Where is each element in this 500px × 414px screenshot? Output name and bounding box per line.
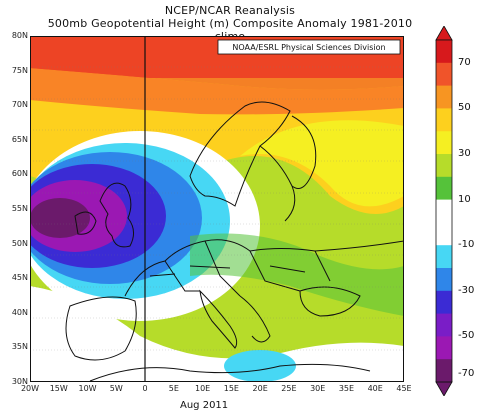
latitude-label: 45N	[11, 273, 28, 283]
longitude-label: 35E	[338, 384, 355, 393]
colorbar-label: -50	[458, 330, 475, 342]
map-frame	[30, 36, 404, 382]
longitude-label: 5E	[168, 384, 179, 393]
anomaly-negative-core	[30, 198, 90, 238]
anomaly-white-east	[240, 120, 404, 207]
colorbar-segment	[436, 336, 452, 360]
anomaly-green-east	[190, 233, 404, 316]
colorbar	[435, 26, 453, 396]
latitude-label: 40N	[11, 307, 28, 317]
colorbar-segment	[436, 199, 452, 223]
colorbar-label: -30	[458, 284, 475, 296]
colorbar-top-arrow	[435, 26, 453, 41]
colorbar-segment	[436, 131, 452, 155]
colorbar-label: -70	[458, 368, 475, 379]
latitude-label: 35N	[11, 342, 28, 352]
longitude-label: 40E	[367, 384, 383, 393]
anomaly-negative-africa	[224, 350, 296, 382]
colorbar-segment	[436, 154, 452, 178]
latitude-label: 80N	[11, 31, 28, 40]
map-title-line-1: NCEP/NCAR Reanalysis	[164, 4, 296, 17]
colorbar-segment	[436, 222, 452, 246]
colorbar-bottom-arrow	[435, 381, 453, 396]
latitude-label: 75N	[11, 65, 28, 75]
colorbar-label: -10	[458, 239, 475, 251]
longitude-label: 15E	[223, 384, 239, 393]
colorbar-segment	[436, 85, 452, 109]
colorbar-label: 50	[458, 102, 471, 114]
latitude-label: 60N	[11, 169, 28, 179]
longitude-label: 10E	[194, 384, 211, 393]
colorbar-frame	[435, 39, 453, 383]
longitude-label: 15W	[49, 384, 68, 393]
colorbar-segment	[436, 290, 452, 315]
colorbar-label: 70	[458, 56, 471, 68]
longitude-label: 25E	[281, 384, 297, 393]
colorbar-segment	[436, 108, 452, 132]
colorbar-segment	[436, 268, 452, 292]
longitude-label: 0	[142, 384, 148, 393]
latitude-label: 50N	[11, 238, 28, 248]
coastlines	[65, 101, 404, 382]
anomaly-band-orange	[30, 68, 404, 115]
graticule	[30, 66, 404, 351]
colorbar-segment	[436, 40, 452, 64]
longitude-label: 20E	[252, 384, 268, 393]
colorbar-segment	[436, 62, 452, 87]
colorbar-label: 30	[458, 148, 471, 159]
date-label: Aug 2011	[180, 400, 229, 411]
latitude-label: 30N	[11, 377, 28, 386]
latitude-label: 65N	[11, 134, 28, 144]
longitude-label: 30E	[310, 384, 326, 393]
credit-text: NOAA/ESRL Physical Sciences Division	[232, 43, 385, 52]
credit-box	[217, 39, 401, 55]
colorbar-segment	[436, 176, 452, 201]
latitude-label: 55N	[11, 204, 28, 213]
colorbar-segment	[436, 245, 452, 269]
anomaly-white-south	[30, 286, 404, 382]
longitude-label: 10W	[78, 384, 97, 393]
anomaly-map: NOAA/ESRL Physical Sciences Division	[30, 36, 404, 382]
latitude-label: 70N	[11, 100, 28, 110]
longitude-label: 45E	[396, 384, 412, 393]
colorbar-label: 10	[458, 193, 471, 205]
longitude-label: 20W	[20, 384, 40, 393]
longitude-label: 5W	[109, 384, 123, 393]
colorbar-segment	[436, 359, 452, 383]
colorbar-segment	[436, 313, 452, 337]
